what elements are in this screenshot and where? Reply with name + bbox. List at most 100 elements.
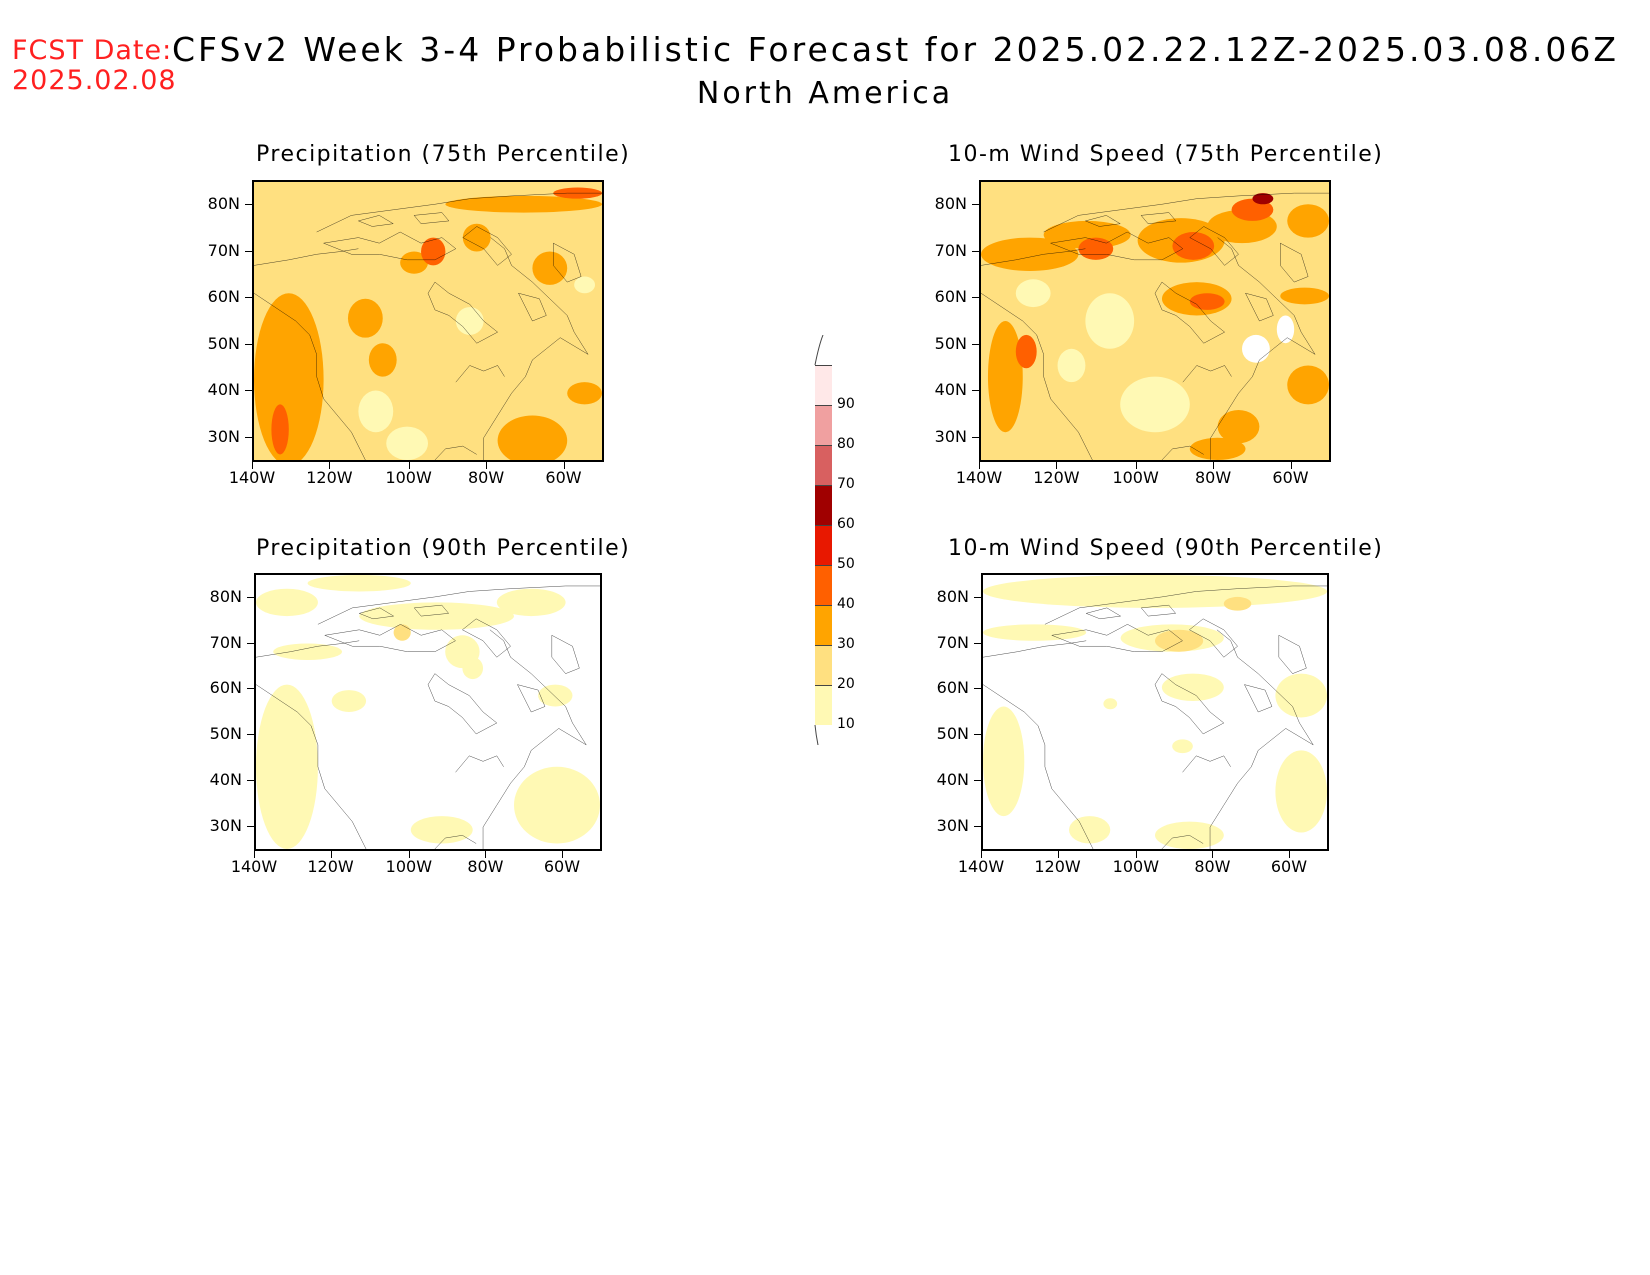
- latitude-label: 60N: [207, 287, 240, 307]
- latitude-tick: [247, 596, 254, 598]
- longitude-label: 100W: [1112, 857, 1160, 876]
- latitude-label: 80N: [207, 193, 240, 213]
- map-plot-area: [981, 573, 1329, 851]
- panel-title: Precipitation (90th Percentile): [256, 536, 631, 561]
- panel-title: Precipitation (75th Percentile): [256, 142, 631, 167]
- longitude-tick: [1056, 462, 1058, 469]
- longitude-label: 60W: [1270, 857, 1308, 876]
- longitude-label: 100W: [385, 468, 432, 487]
- colorbar-level-label: 50: [837, 556, 855, 572]
- latitude-label: 30N: [207, 426, 240, 446]
- colorbar-segment: [815, 485, 832, 525]
- longitude-tick: [252, 462, 253, 469]
- latitude-label: 60N: [934, 287, 967, 307]
- latitude-label: 80N: [936, 586, 969, 606]
- colorbar-segment: [815, 405, 832, 445]
- latitude-label: 30N: [209, 815, 242, 835]
- map-field: [983, 575, 1327, 849]
- latitude-label: 50N: [934, 333, 967, 353]
- latitude-tick: [972, 390, 979, 392]
- latitude-label: 40N: [934, 380, 967, 400]
- longitude-tick: [1135, 462, 1137, 469]
- latitude-tick: [247, 780, 254, 782]
- latitude-tick: [245, 297, 252, 299]
- latitude-tick: [974, 825, 981, 827]
- colorbar-level-label: 10: [837, 716, 855, 732]
- colorbar-segment: [815, 365, 832, 405]
- map-plot-area: [979, 180, 1331, 462]
- colorbar-level-label: 90: [837, 396, 855, 412]
- longitude-tick: [408, 462, 410, 469]
- longitude-label: 80W: [1194, 468, 1232, 487]
- longitude-label: 140W: [230, 857, 278, 876]
- map-plot-area: [252, 180, 604, 462]
- longitude-label: 80W: [467, 857, 504, 876]
- map-field: [256, 575, 600, 849]
- longitude-label: 140W: [957, 857, 1005, 876]
- longitude-tick: [329, 462, 331, 469]
- longitude-tick: [408, 851, 410, 858]
- longitude-label: 60W: [1272, 468, 1309, 487]
- latitude-tick: [974, 780, 981, 782]
- colorbar-segment: [815, 565, 832, 605]
- latitude-label: 50N: [207, 333, 240, 353]
- latitude-tick: [247, 642, 254, 644]
- longitude-label: 80W: [1194, 857, 1231, 876]
- longitude-tick: [1290, 462, 1292, 469]
- panel-title: 10-m Wind Speed (90th Percentile): [948, 536, 1384, 561]
- map-field: [981, 182, 1329, 460]
- map-plot-area: [254, 573, 602, 851]
- colorbar-segment: [815, 445, 832, 485]
- longitude-label: 60W: [543, 857, 581, 876]
- latitude-tick: [974, 596, 981, 598]
- longitude-tick: [563, 462, 565, 469]
- latitude-tick: [245, 436, 252, 438]
- colorbar-segment: [815, 645, 832, 685]
- latitude-tick: [247, 825, 254, 827]
- latitude-tick: [247, 734, 254, 736]
- latitude-tick: [245, 343, 252, 345]
- longitude-tick: [981, 851, 982, 858]
- colorbar-level-label: 70: [837, 476, 855, 492]
- longitude-label: 120W: [1034, 857, 1081, 876]
- longitude-label: 120W: [1033, 468, 1080, 487]
- fcst-date-label: FCST Date:: [12, 35, 173, 66]
- latitude-label: 40N: [209, 770, 242, 790]
- latitude-label: 30N: [936, 815, 969, 835]
- longitude-label: 100W: [1112, 468, 1159, 487]
- colorbar-end-caps: [814, 335, 824, 745]
- latitude-label: 50N: [936, 724, 969, 744]
- latitude-tick: [972, 436, 979, 438]
- colorbar-level-label: 40: [837, 596, 855, 612]
- latitude-tick: [972, 297, 979, 299]
- forecast-date-block: FCST Date: 2025.02.08: [12, 36, 177, 96]
- latitude-tick: [972, 343, 979, 345]
- latitude-tick: [245, 203, 252, 205]
- latitude-tick: [974, 734, 981, 736]
- longitude-tick: [485, 851, 487, 858]
- latitude-label: 70N: [934, 240, 967, 260]
- longitude-label: 140W: [955, 468, 1003, 487]
- longitude-tick: [1057, 851, 1059, 858]
- latitude-label: 40N: [207, 380, 240, 400]
- longitude-tick: [1288, 851, 1290, 858]
- latitude-label: 70N: [207, 240, 240, 260]
- latitude-label: 50N: [209, 724, 242, 744]
- longitude-label: 60W: [545, 468, 582, 487]
- map-field: [254, 182, 602, 460]
- colorbar-legend: 10 20 30 40 50 60 70 80 90: [814, 335, 885, 745]
- latitude-tick: [972, 250, 979, 252]
- latitude-tick: [972, 203, 979, 205]
- longitude-tick: [486, 462, 488, 469]
- latitude-label: 40N: [936, 770, 969, 790]
- latitude-tick: [247, 688, 254, 690]
- latitude-label: 70N: [936, 632, 969, 652]
- colorbar-level-label: 80: [837, 436, 855, 452]
- longitude-tick: [1213, 462, 1215, 469]
- latitude-tick: [245, 250, 252, 252]
- latitude-label: 30N: [934, 426, 967, 446]
- region-subtitle: North America: [696, 76, 954, 111]
- colorbar-segment: [815, 685, 832, 725]
- latitude-label: 60N: [209, 678, 242, 698]
- latitude-tick: [245, 390, 252, 392]
